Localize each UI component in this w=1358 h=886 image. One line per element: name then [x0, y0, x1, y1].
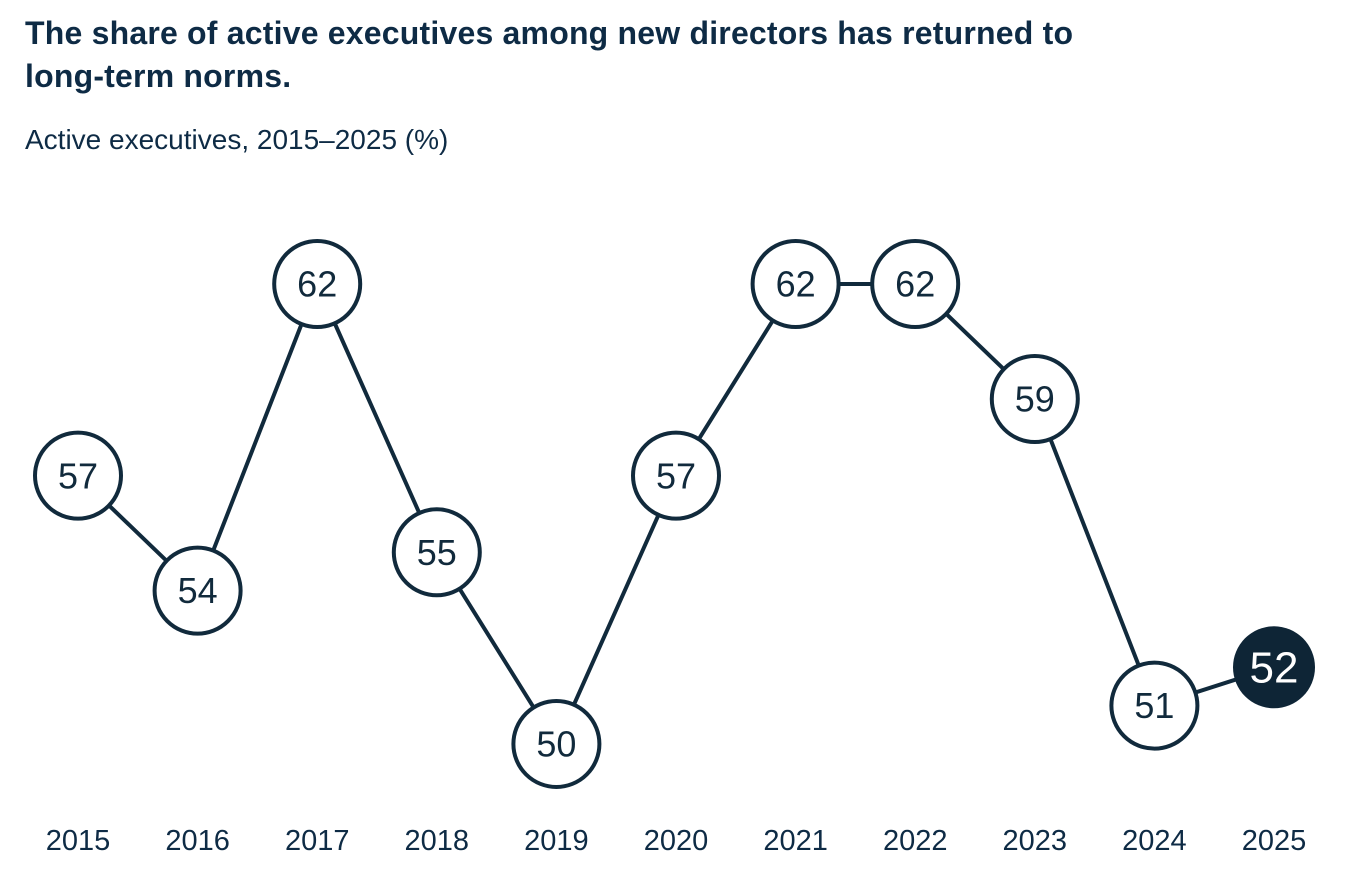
data-point-2021 [750, 239, 841, 329]
data-value-label-2024: 51 [1134, 685, 1174, 726]
data-point-2020 [631, 430, 721, 521]
x-axis-tick-2021: 2021 [763, 825, 828, 857]
data-point-2022 [870, 239, 961, 329]
data-value-label-2022: 62 [895, 264, 935, 305]
x-axis-tick-2023: 2023 [1003, 825, 1068, 857]
data-value-label-2025: 52 [1250, 644, 1299, 693]
data-point-2019 [511, 698, 602, 789]
x-axis-tick-2022: 2022 [883, 825, 948, 857]
data-value-label-2018: 55 [417, 532, 457, 573]
data-value-label-2023: 59 [1015, 379, 1055, 420]
x-axis-tick-2020: 2020 [644, 825, 709, 857]
data-value-label-2015: 57 [58, 455, 98, 496]
chart-subtitle: Active executives, 2015–2025 (%) [25, 124, 449, 155]
data-value-label-2020: 57 [656, 455, 696, 496]
x-axis-tick-2017: 2017 [285, 825, 350, 857]
data-value-label-2016: 54 [178, 570, 218, 611]
data-value-label-2019: 50 [536, 724, 576, 765]
data-point-2023 [989, 353, 1080, 444]
x-axis-tick-2024: 2024 [1122, 825, 1187, 857]
highlighted-data-point-2025 [1233, 626, 1315, 709]
data-value-label-2021: 62 [776, 264, 816, 305]
chart-title-line-2: long-term norms. [25, 58, 292, 94]
x-axis-tick-2025: 2025 [1242, 825, 1307, 857]
data-point-2015 [33, 430, 123, 521]
chart-title-line-1: The share of active executives among new… [25, 15, 1074, 51]
data-point-2016 [152, 545, 243, 636]
x-axis-tick-2015: 2015 [46, 825, 111, 857]
x-axis-tick-2016: 2016 [165, 825, 230, 857]
data-point-2024 [1109, 660, 1200, 751]
x-axis-tick-2018: 2018 [405, 825, 470, 857]
chart-title: The share of active executives among new… [25, 12, 1073, 98]
executives-line-chart: 57 2015 54 2016 62 2017 55 2018 50 2019 57 2020 62 20… [33, 239, 1315, 857]
data-point-2018 [391, 507, 482, 598]
data-value-label-2017: 62 [297, 264, 337, 305]
data-point-2017 [272, 239, 363, 329]
x-axis-tick-2019: 2019 [524, 825, 589, 857]
